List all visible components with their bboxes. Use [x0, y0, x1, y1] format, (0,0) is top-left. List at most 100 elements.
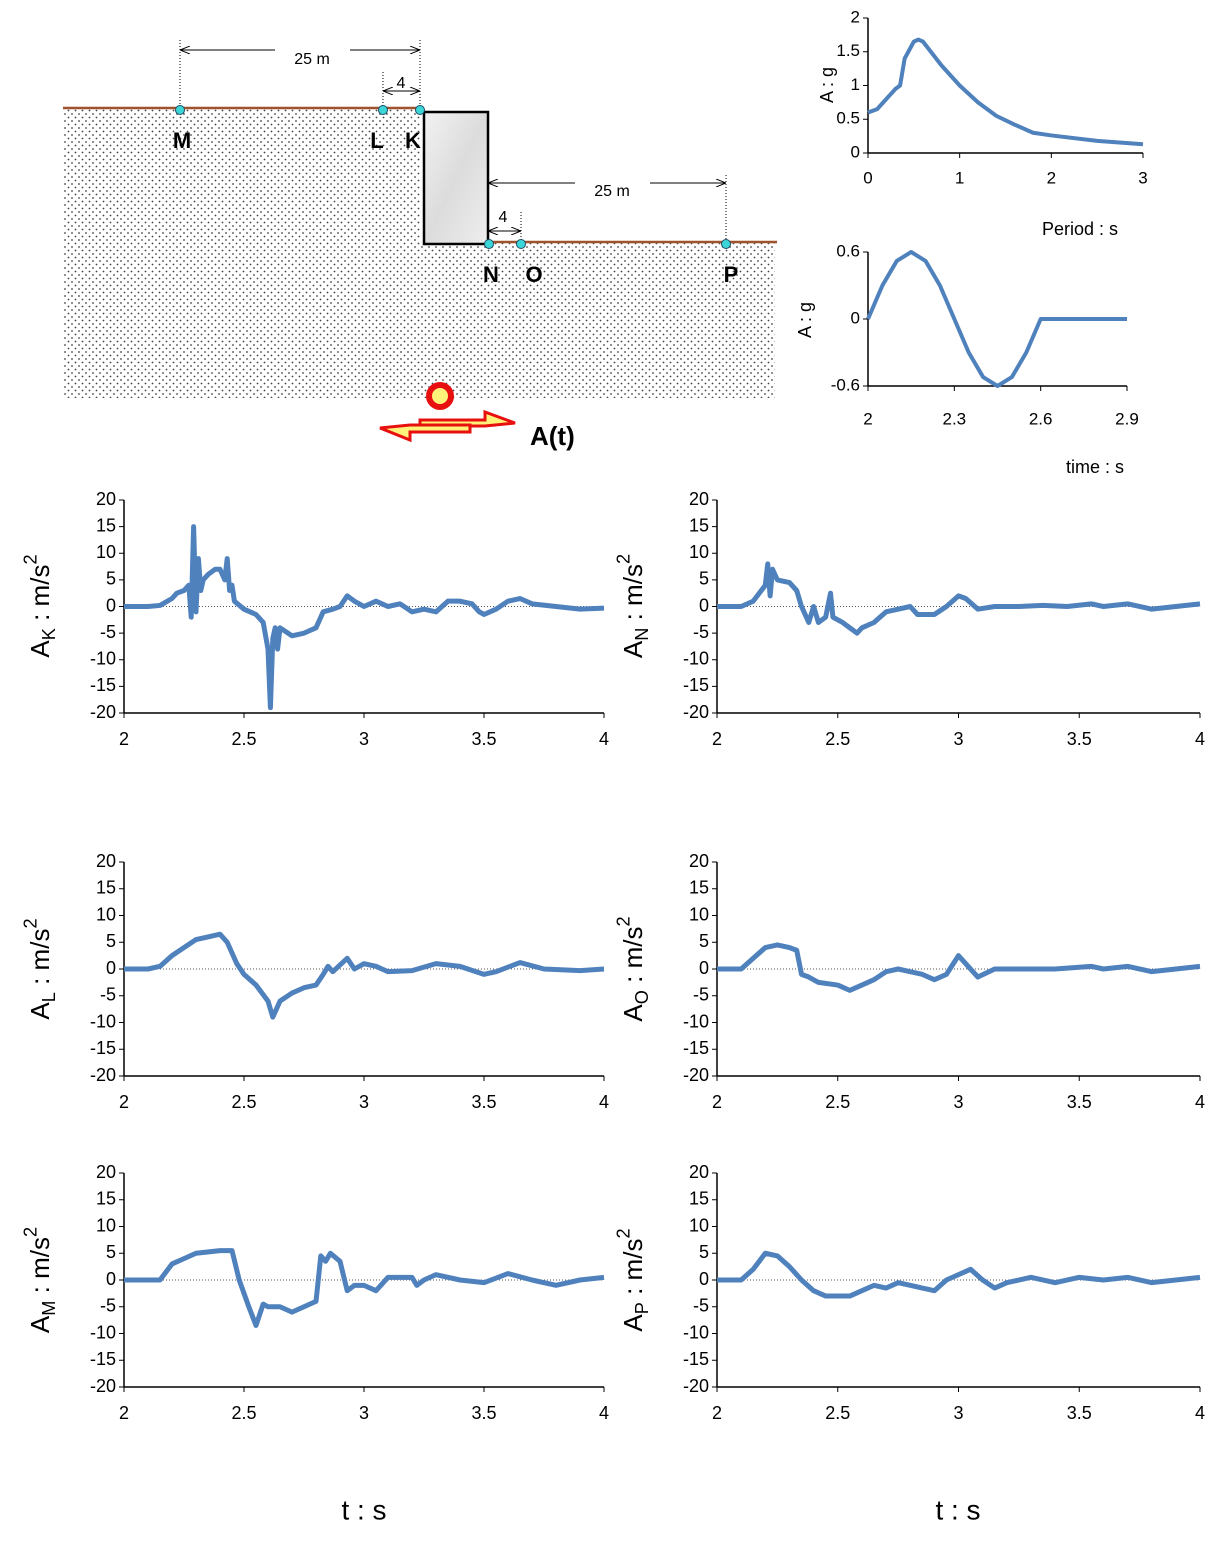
point-label: P — [724, 262, 739, 287]
y-tick-label: 15 — [96, 515, 116, 535]
x-tick-label: 4 — [1195, 729, 1205, 749]
y-tick-label: 0 — [106, 595, 116, 615]
y-tick-label: -5 — [100, 1296, 116, 1316]
x-tick-label: 3 — [359, 1403, 369, 1423]
y-tick-label: -20 — [683, 702, 709, 722]
x-tick-label: 2.5 — [825, 1403, 850, 1423]
y-label-sup: 2 — [613, 1228, 633, 1238]
x-tick-label: 2.6 — [1029, 409, 1053, 428]
x-tick-label: 3.5 — [471, 1403, 496, 1423]
soil — [63, 108, 775, 398]
y-tick-label: -15 — [683, 675, 709, 695]
y-tick-label: 20 — [689, 851, 709, 871]
y-label-main: A — [25, 640, 55, 658]
y-tick-label: 10 — [689, 542, 709, 562]
point — [378, 105, 388, 115]
data-line — [717, 942, 1201, 993]
y-label-sub: L — [39, 992, 59, 1002]
y-tick-label: 10 — [689, 1215, 709, 1235]
x-tick-label: 3.5 — [1067, 1092, 1092, 1112]
x-tick-label: 3 — [1138, 168, 1147, 187]
x-tick-label: 3 — [953, 729, 963, 749]
x-tick-label: 2 — [119, 729, 129, 749]
x-tick-label: 2.3 — [943, 409, 967, 428]
x-tick-label: 2.5 — [231, 1403, 256, 1423]
y-label-unit: : m/s — [618, 927, 648, 991]
y-tick-label: 20 — [689, 489, 709, 509]
y-label-unit: : m/s — [618, 1239, 648, 1303]
input-arrow — [379, 423, 472, 443]
y-axis-label: AO : m/s2 — [613, 916, 651, 1021]
data-line — [124, 1248, 605, 1328]
y-tick-label: 0 — [699, 595, 709, 615]
x-tick-label: 2.5 — [825, 1092, 850, 1112]
y-label-main: A — [618, 1004, 648, 1022]
x-tick-label: 2 — [119, 1403, 129, 1423]
site-diagram: 25 m 4 25 m 4 M L K N O P A(t) — [63, 40, 777, 451]
point — [415, 105, 425, 115]
y-axis-label: AM : m/s2 — [20, 1227, 58, 1333]
dimension-label: 4 — [397, 75, 406, 92]
y-tick-label: -15 — [683, 1038, 709, 1058]
y-axis-label: A : g — [795, 302, 815, 338]
y-label-sup: 2 — [613, 554, 633, 564]
y-label-unit: : m/s — [618, 564, 648, 628]
y-label-sub: P — [632, 1302, 652, 1314]
y-tick-label: -5 — [100, 985, 116, 1005]
y-tick-label: 20 — [96, 1162, 116, 1182]
y-tick-label: 0.6 — [836, 241, 860, 260]
y-tick-label: -5 — [100, 622, 116, 642]
x-tick-label: 4 — [1195, 1403, 1205, 1423]
data-line — [867, 37, 1144, 147]
x-tick-label: 4 — [599, 729, 609, 749]
chart: -0.6 0 0.6 2 2.3 2.6 2.9 time : s A : g — [795, 241, 1139, 476]
y-tick-label: -15 — [90, 675, 116, 695]
y-label-sup: 2 — [20, 554, 40, 564]
y-tick-label: 5 — [106, 931, 116, 951]
y-tick-label: 15 — [96, 878, 116, 898]
y-label-sup: 2 — [20, 918, 40, 928]
y-label-unit: : m/s — [25, 1237, 55, 1301]
y-label-sup: 2 — [20, 1227, 40, 1237]
y-tick-label: 0.5 — [836, 109, 860, 128]
x-tick-label: 3 — [953, 1092, 963, 1112]
y-tick-label: -20 — [90, 1376, 116, 1396]
y-axis-label: AP : m/s2 — [613, 1228, 651, 1331]
y-tick-label: -20 — [90, 702, 116, 722]
data-line — [124, 524, 605, 711]
y-tick-label: 5 — [699, 931, 709, 951]
y-axis-label: AL : m/s2 — [20, 918, 58, 1019]
x-tick-label: 3 — [359, 1092, 369, 1112]
y-tick-label: 0 — [699, 958, 709, 978]
y-tick-label: -0.6 — [831, 375, 860, 394]
x-axis-label: t : s — [341, 1494, 386, 1525]
y-tick-label: 1 — [851, 75, 860, 94]
x-tick-label: 2 — [712, 1092, 722, 1112]
x-tick-label: 4 — [599, 1403, 609, 1423]
y-tick-label: 5 — [106, 569, 116, 589]
x-tick-label: 2 — [119, 1092, 129, 1112]
x-tick-label: 3.5 — [471, 729, 496, 749]
y-tick-label: -15 — [90, 1349, 116, 1369]
y-label-main: A : g — [817, 67, 837, 103]
y-tick-label: 2 — [851, 7, 860, 26]
point-label: N — [483, 262, 499, 287]
y-axis-label: AK : m/s2 — [20, 554, 58, 657]
x-tick-label: 2.5 — [825, 729, 850, 749]
y-tick-label: -20 — [683, 1065, 709, 1085]
y-tick-label: -15 — [683, 1349, 709, 1369]
y-tick-label: -5 — [693, 985, 709, 1005]
x-tick-label: 2 — [712, 729, 722, 749]
y-tick-label: 0 — [106, 958, 116, 978]
y-axis-label: A : g — [817, 67, 837, 103]
y-tick-label: -10 — [90, 1011, 116, 1031]
dimension-label: 4 — [499, 209, 508, 226]
x-tick-label: 2 — [1047, 168, 1056, 187]
y-label-sub: M — [39, 1301, 59, 1316]
x-tick-label: 3.5 — [1067, 729, 1092, 749]
y-label-main: A — [25, 1315, 55, 1333]
y-tick-label: -5 — [693, 1296, 709, 1316]
